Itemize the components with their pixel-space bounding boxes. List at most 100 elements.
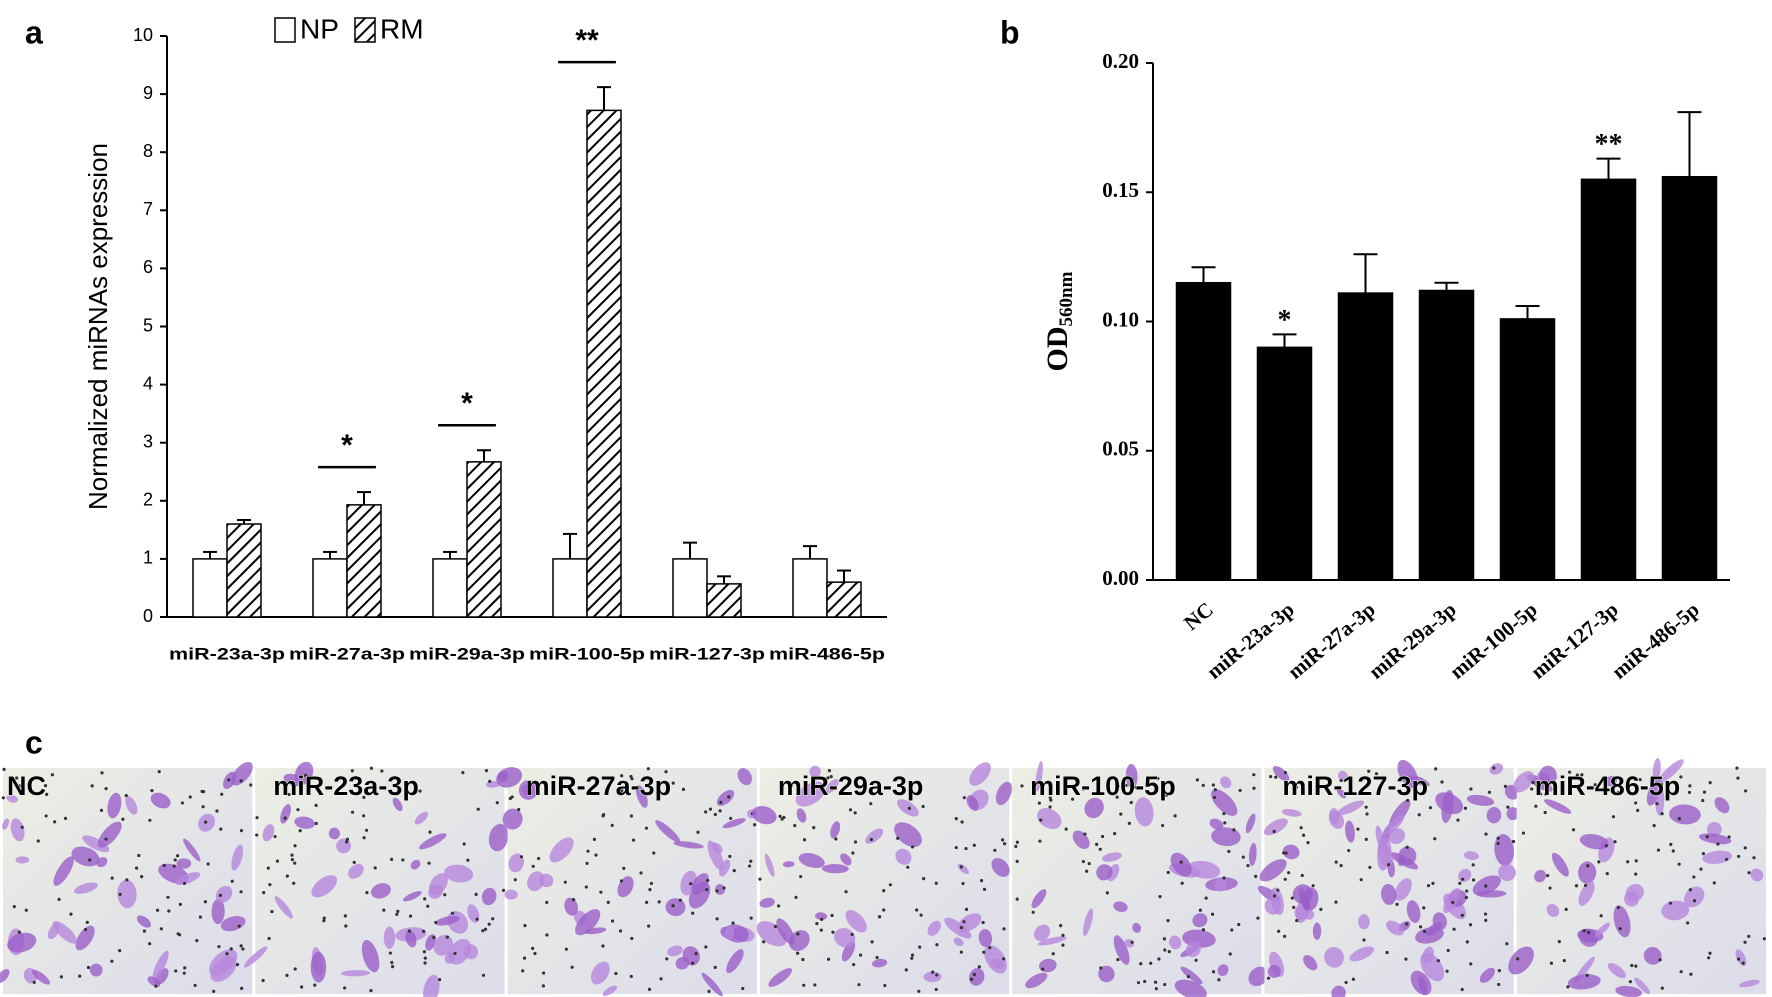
cell bbox=[410, 859, 421, 870]
cell bbox=[1534, 869, 1547, 883]
pore bbox=[644, 826, 649, 830]
pore bbox=[491, 917, 495, 921]
pore bbox=[239, 890, 243, 894]
pore bbox=[422, 950, 426, 954]
pore bbox=[844, 890, 848, 894]
pore bbox=[1487, 790, 1492, 794]
pore bbox=[649, 881, 654, 886]
micrograph: miR-100-5p bbox=[1012, 761, 1269, 997]
y-tick-label: 3 bbox=[143, 431, 153, 451]
pore bbox=[977, 965, 981, 969]
pore bbox=[1405, 922, 1409, 926]
cell bbox=[1539, 765, 1557, 786]
pore bbox=[1463, 806, 1468, 810]
cell bbox=[508, 853, 525, 873]
cell bbox=[991, 858, 1010, 877]
pore bbox=[959, 865, 963, 869]
cell bbox=[243, 946, 268, 968]
cell bbox=[89, 963, 103, 977]
pore bbox=[273, 834, 277, 839]
pore bbox=[1743, 940, 1747, 944]
cell bbox=[150, 792, 171, 809]
pore bbox=[753, 823, 757, 827]
pore bbox=[812, 826, 816, 830]
pore bbox=[1015, 897, 1019, 901]
pore bbox=[285, 973, 289, 977]
cell bbox=[701, 972, 723, 997]
pore bbox=[610, 919, 615, 923]
cell bbox=[1506, 807, 1520, 821]
pore bbox=[762, 940, 766, 944]
pore bbox=[1538, 792, 1543, 796]
pore bbox=[1204, 896, 1208, 900]
error-bar bbox=[597, 86, 611, 111]
pore bbox=[918, 945, 922, 949]
pore bbox=[1521, 831, 1526, 835]
pore bbox=[365, 891, 369, 895]
pore bbox=[1735, 766, 1739, 770]
cell bbox=[502, 808, 523, 830]
cell bbox=[1394, 878, 1412, 901]
bar bbox=[1337, 292, 1394, 581]
pore bbox=[1048, 796, 1052, 800]
cell bbox=[1096, 864, 1113, 881]
pore bbox=[155, 908, 160, 912]
pore bbox=[1460, 913, 1464, 917]
cell bbox=[1312, 922, 1322, 940]
cell bbox=[675, 957, 690, 970]
pore bbox=[831, 930, 835, 934]
pore bbox=[1747, 871, 1751, 875]
pore bbox=[1613, 840, 1617, 844]
pore bbox=[1660, 812, 1664, 816]
pore bbox=[220, 792, 224, 796]
cell bbox=[1750, 868, 1764, 882]
pore bbox=[1395, 902, 1399, 906]
pore bbox=[964, 907, 969, 911]
pore bbox=[665, 957, 669, 961]
pore bbox=[652, 851, 656, 855]
cell bbox=[423, 974, 440, 997]
pore bbox=[648, 888, 652, 892]
cell bbox=[984, 945, 1007, 974]
x-tick-label: miR-29a-3p bbox=[409, 644, 525, 663]
pore bbox=[1604, 844, 1608, 848]
pore bbox=[882, 889, 886, 893]
cell bbox=[152, 950, 169, 980]
cell bbox=[1624, 891, 1640, 907]
pore bbox=[1701, 851, 1706, 856]
cell bbox=[1661, 900, 1690, 921]
cell bbox=[1037, 808, 1062, 830]
pore bbox=[293, 861, 297, 865]
pore bbox=[858, 791, 862, 795]
cell bbox=[782, 861, 795, 868]
y-tick-label: 7 bbox=[143, 199, 153, 219]
pore bbox=[182, 881, 187, 886]
pore bbox=[284, 786, 288, 790]
pore bbox=[178, 902, 182, 906]
cell bbox=[1259, 859, 1287, 882]
pore bbox=[545, 933, 549, 937]
pore bbox=[24, 908, 28, 912]
pore bbox=[1139, 962, 1143, 966]
pore bbox=[389, 857, 394, 861]
cell bbox=[1132, 922, 1142, 933]
pore bbox=[268, 882, 272, 887]
pore bbox=[1311, 884, 1315, 888]
bar bbox=[586, 109, 622, 618]
cell bbox=[1546, 903, 1560, 917]
pore bbox=[1334, 900, 1338, 904]
pore bbox=[1095, 842, 1099, 846]
cell bbox=[1382, 814, 1405, 836]
cell bbox=[1479, 967, 1495, 983]
pore bbox=[1652, 824, 1656, 828]
pore bbox=[1699, 867, 1703, 871]
pore bbox=[877, 915, 882, 919]
pore bbox=[1276, 888, 1280, 892]
pore bbox=[962, 796, 966, 800]
pore bbox=[629, 814, 633, 818]
pore bbox=[1736, 776, 1740, 780]
pore bbox=[86, 965, 91, 970]
cell bbox=[957, 913, 982, 932]
pore bbox=[1015, 840, 1019, 844]
pore bbox=[954, 845, 958, 850]
